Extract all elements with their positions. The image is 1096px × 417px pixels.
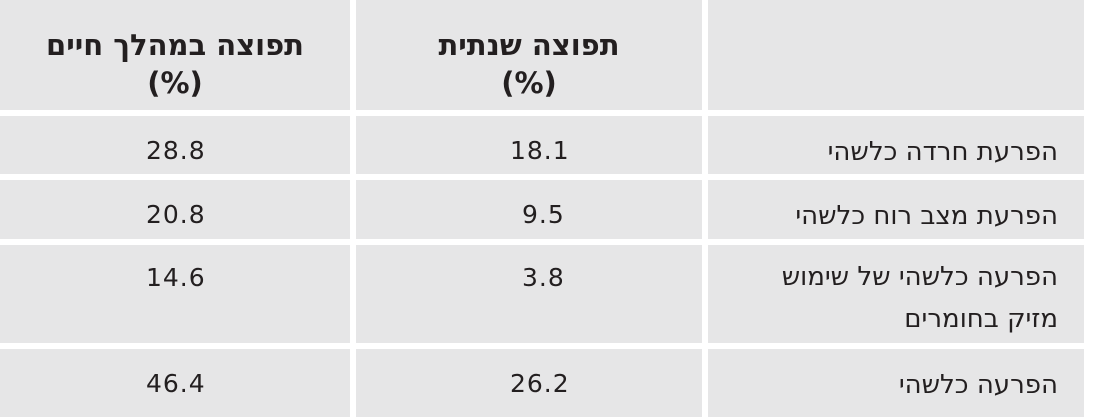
cell-annual: 3.8: [356, 245, 702, 343]
header-lifetime-text: תפוצה במהלך חיים (%): [0, 26, 350, 102]
row-label-line2: מזיק בחומרים: [904, 304, 1058, 334]
header-annual-text: תפוצה שנתית (%): [356, 26, 702, 102]
annual-value: 9.5: [522, 200, 565, 229]
annual-value: 3.8: [522, 263, 565, 292]
table-row: 14.6 3.8 הפרעה כלשהי של שימוש מזיק בחומר…: [0, 245, 1096, 343]
lifetime-value: 14.6: [146, 263, 206, 292]
cell-lifetime: 20.8: [0, 180, 350, 239]
table-row: 20.8 9.5 הפרעת מצב רוח כלשהי: [0, 180, 1096, 239]
header-lifetime-unit: (%): [147, 66, 203, 100]
cell-label: הפרעה כלשהי: [708, 349, 1084, 417]
row-label: הפרעה כלשהי: [898, 370, 1058, 400]
row-label: הפרעת חרדה כלשהי: [827, 137, 1058, 167]
cell-label: הפרעת מצב רוח כלשהי: [708, 180, 1084, 239]
lifetime-value: 46.4: [146, 369, 206, 398]
lifetime-value: 28.8: [146, 136, 206, 165]
cell-label: הפרעה כלשהי של שימוש מזיק בחומרים: [708, 245, 1084, 343]
table-row: 46.4 26.2 הפרעה כלשהי: [0, 349, 1096, 417]
table-header-row: תפוצה במהלך חיים (%) תפוצה שנתית (%): [0, 0, 1096, 110]
header-cell-label: [708, 0, 1084, 110]
row-label-line1: הפרעה כלשהי של שימוש: [781, 262, 1058, 292]
cell-lifetime: 46.4: [0, 349, 350, 417]
cell-lifetime: 28.8: [0, 116, 350, 174]
lifetime-value: 20.8: [146, 200, 206, 229]
header-cell-annual: תפוצה שנתית (%): [356, 0, 702, 110]
annual-value: 18.1: [510, 136, 570, 165]
cell-lifetime: 14.6: [0, 245, 350, 343]
annual-value: 26.2: [510, 369, 570, 398]
header-annual-title: תפוצה שנתית: [438, 28, 620, 62]
cell-annual: 9.5: [356, 180, 702, 239]
table-row: 28.8 18.1 הפרעת חרדה כלשהי: [0, 116, 1096, 174]
header-cell-lifetime: תפוצה במהלך חיים (%): [0, 0, 350, 110]
cell-label: הפרעת חרדה כלשהי: [708, 116, 1084, 174]
row-label: הפרעת מצב רוח כלשהי: [795, 201, 1058, 231]
header-annual-unit: (%): [501, 66, 557, 100]
header-lifetime-title: תפוצה במהלך חיים: [46, 28, 304, 62]
cell-annual: 26.2: [356, 349, 702, 417]
cell-annual: 18.1: [356, 116, 702, 174]
